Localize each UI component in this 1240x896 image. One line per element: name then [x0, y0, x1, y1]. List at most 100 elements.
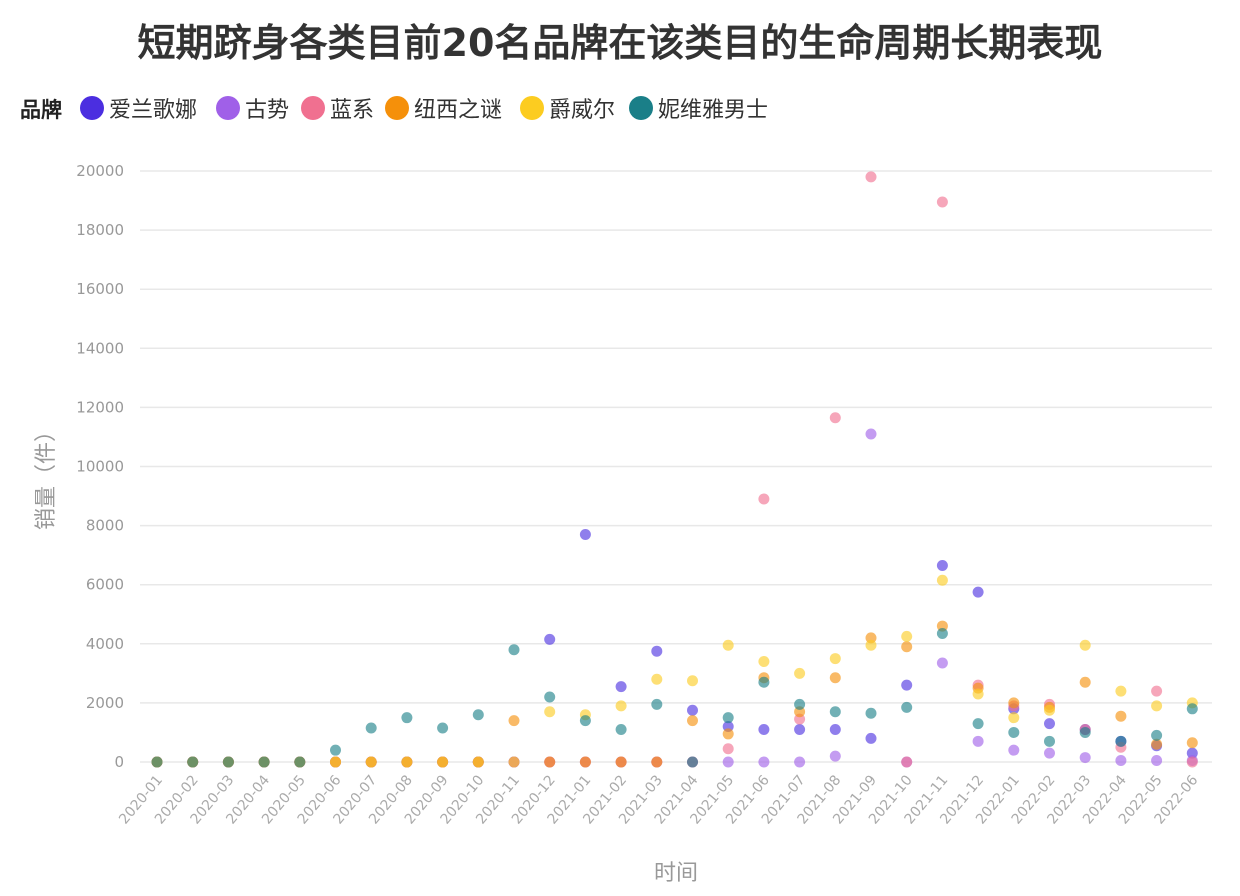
data-point: [1079, 752, 1091, 764]
data-point: [258, 756, 270, 768]
data-point: [758, 723, 770, 735]
data-point: [1044, 718, 1055, 730]
data-point: [615, 681, 627, 693]
data-point: [1008, 726, 1020, 738]
y-tick-label: 0: [114, 753, 124, 771]
legend-label: 爵威尔: [549, 98, 615, 123]
data-point: [722, 743, 734, 755]
data-point: [687, 675, 698, 687]
data-point: [508, 715, 520, 727]
data-point: [1186, 737, 1198, 749]
data-point: [1008, 712, 1020, 724]
data-point: [437, 756, 449, 768]
x-axis-ticks: 2020-012020-022020-032020-042020-052020-…: [116, 772, 1201, 827]
data-point: [1008, 697, 1020, 709]
data-point: [972, 586, 984, 598]
data-point: [972, 688, 984, 700]
data-point: [1151, 729, 1163, 741]
y-tick-label: 8000: [86, 517, 124, 535]
y-tick-label: 14000: [76, 339, 124, 357]
data-point: [901, 756, 913, 768]
data-point: [508, 756, 520, 768]
y-tick-label: 2000: [86, 694, 124, 712]
data-point: [829, 750, 841, 762]
data-point: [722, 639, 734, 651]
data-point: [330, 744, 341, 756]
data-point: [758, 493, 770, 505]
data-point: [901, 701, 913, 713]
legend-title: 品牌: [20, 98, 62, 122]
data-point: [687, 715, 698, 727]
data-point: [794, 723, 806, 735]
data-point: [1044, 704, 1055, 716]
data-point: [936, 627, 948, 639]
data-point: [865, 732, 877, 744]
data-point: [401, 756, 413, 768]
data-point: [758, 656, 770, 668]
data-point: [472, 709, 484, 721]
data-point: [794, 756, 806, 768]
data-point: [651, 645, 663, 657]
data-point: [187, 756, 199, 768]
data-point: [579, 528, 591, 540]
data-point: [365, 756, 377, 768]
data-point: [865, 428, 877, 440]
legend-label: 古势: [245, 98, 289, 123]
data-point: [1079, 726, 1091, 738]
data-point: [901, 679, 913, 691]
data-point: [829, 412, 841, 424]
data-point: [794, 698, 806, 710]
data-point: [151, 756, 163, 768]
data-point: [865, 171, 877, 183]
data-point: [722, 756, 734, 768]
data-point: [651, 673, 663, 685]
data-point: [615, 723, 627, 735]
y-tick-label: 12000: [76, 398, 124, 416]
data-point: [972, 718, 984, 730]
data-point: [544, 756, 556, 768]
data-point: [936, 559, 948, 571]
data-point: [1115, 685, 1127, 697]
data-point: [901, 630, 913, 642]
data-point: [1115, 710, 1127, 722]
data-point: [651, 756, 663, 768]
legend-label: 纽西之谜: [414, 98, 502, 123]
grid: [140, 170, 1212, 763]
data-point: [1008, 744, 1020, 756]
data-point: [472, 756, 484, 768]
data-point: [936, 574, 948, 586]
data-point: [687, 756, 698, 768]
data-point: [294, 756, 306, 768]
y-tick-label: 18000: [76, 221, 124, 239]
data-point: [1044, 747, 1055, 759]
data-point: [722, 728, 734, 740]
data-point: [437, 722, 449, 734]
data-point: [687, 704, 698, 716]
y-tick-label: 10000: [76, 458, 124, 476]
legend-label: 爱兰歌娜: [109, 98, 197, 123]
data-point: [1186, 703, 1198, 715]
data-point: [936, 196, 948, 208]
data-point: [829, 653, 841, 665]
data-point: [401, 712, 413, 724]
legend-marker: [385, 96, 409, 120]
legend-label: 蓝系: [330, 98, 374, 123]
data-point: [829, 723, 841, 735]
legend-marker: [629, 96, 653, 120]
data-point: [1079, 676, 1091, 688]
data-point: [1079, 639, 1091, 651]
data-point: [1186, 756, 1198, 768]
data-point: [330, 756, 341, 768]
data-point: [579, 756, 591, 768]
data-point: [615, 756, 627, 768]
y-tick-label: 4000: [86, 635, 124, 653]
x-axis-label: 时间: [654, 861, 698, 886]
chart-title: 短期跻身各类目前20名品牌在该类目的生命周期长期表现: [138, 21, 1103, 65]
data-point: [865, 707, 877, 719]
data-point: [1115, 735, 1127, 747]
legend-marker: [216, 96, 240, 120]
data-point: [722, 712, 734, 724]
data-point: [1151, 685, 1163, 697]
data-point: [222, 756, 234, 768]
